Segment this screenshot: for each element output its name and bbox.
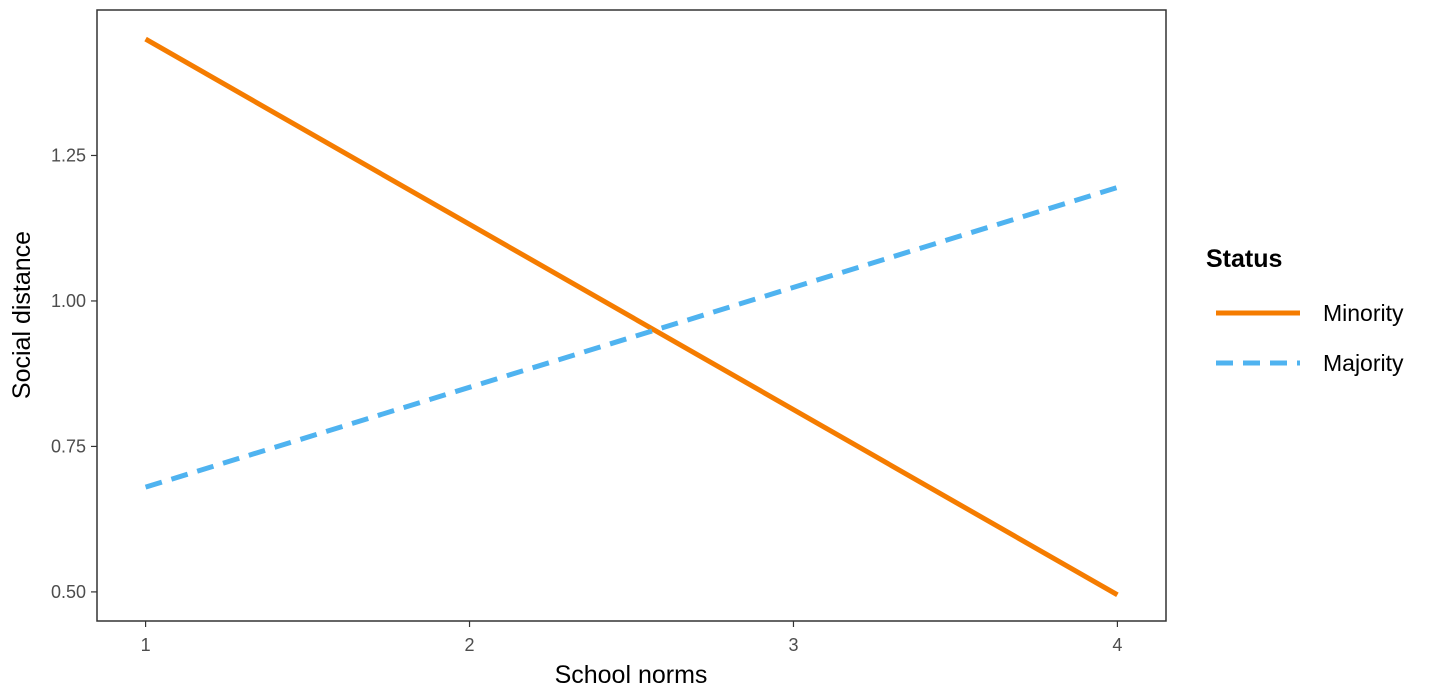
series-line-majority	[144, 185, 1119, 490]
y-axis-tick-label: 1.00	[51, 291, 86, 311]
x-axis-tick-label: 3	[788, 635, 798, 655]
y-axis-title: Social distance	[8, 231, 36, 399]
series-line-minority	[144, 36, 1119, 597]
y-axis-tick-label: 1.25	[51, 145, 86, 165]
x-axis-tick-label: 4	[1112, 635, 1122, 655]
axis-ticks: 1 2 3 4 0.50 0.75 1.00 1.25	[51, 145, 1122, 655]
legend: Status Minority Majority	[1206, 245, 1404, 376]
data-series	[144, 36, 1119, 597]
legend-label: Majority	[1323, 350, 1404, 376]
legend-label: Minority	[1323, 300, 1404, 326]
legend-title: Status	[1206, 245, 1282, 273]
x-axis-tick-label: 1	[141, 635, 151, 655]
x-axis-tick-label: 2	[465, 635, 475, 655]
legend-items: Minority Majority	[1216, 300, 1404, 376]
y-axis-tick-label: 0.75	[51, 436, 86, 456]
y-axis-tick-label: 0.50	[51, 582, 86, 602]
x-axis-title: School norms	[555, 661, 708, 685]
